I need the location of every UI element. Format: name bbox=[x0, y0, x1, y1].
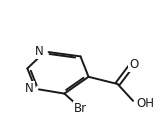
Text: N: N bbox=[35, 45, 43, 58]
Text: OH: OH bbox=[137, 97, 155, 110]
Text: O: O bbox=[129, 58, 138, 71]
Text: Br: Br bbox=[74, 102, 87, 114]
Text: N: N bbox=[25, 82, 34, 95]
